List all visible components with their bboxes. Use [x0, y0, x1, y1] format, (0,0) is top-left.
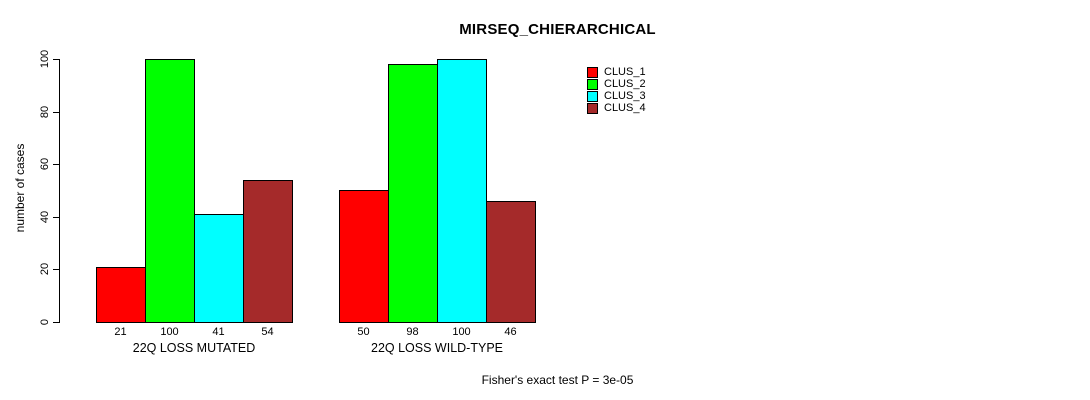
y-axis-line [59, 59, 60, 323]
legend-swatch-clus_4 [587, 102, 598, 114]
category-label: 22Q LOSS MUTATED [132, 341, 256, 355]
bar-clus_1-group1 [96, 267, 146, 323]
legend-item: CLUS_1 [587, 66, 646, 78]
bar-value-label: 98 [406, 326, 419, 338]
bar-value-label: 21 [114, 326, 127, 338]
bar-clus_3-group1 [194, 214, 244, 323]
bar-clus_1-group2 [339, 190, 389, 323]
bar-value-label: 50 [357, 326, 370, 338]
bar-value-label: 100 [160, 326, 179, 338]
bar-value-label: 54 [261, 326, 274, 338]
category-label: 22Q LOSS WILD-TYPE [371, 341, 503, 355]
bar-clus_3-group2 [437, 59, 487, 323]
bar-clus_4-group1 [243, 180, 293, 323]
y-axis-tick-label: 60 [39, 157, 51, 171]
y-axis-tick [53, 322, 59, 323]
legend: CLUS_1 CLUS_2 CLUS_3 CLUS_4 [587, 66, 646, 114]
legend-label: CLUS_3 [604, 90, 646, 102]
legend-swatch-clus_1 [587, 66, 598, 78]
legend-label: CLUS_4 [604, 102, 646, 114]
bar-value-label: 46 [504, 326, 517, 338]
legend-item: CLUS_2 [587, 78, 646, 90]
bar-value-label: 100 [452, 326, 471, 338]
fisher-test-annotation: Fisher's exact test P = 3e-05 [481, 373, 634, 387]
y-axis-tick [53, 59, 59, 60]
legend-label: CLUS_2 [604, 78, 646, 90]
bar-clus_2-group2 [388, 64, 438, 323]
legend-swatch-clus_2 [587, 78, 598, 90]
bar-clus_4-group2 [486, 201, 536, 323]
y-axis-tick-label: 40 [39, 210, 51, 224]
bar-clus_2-group1 [145, 59, 195, 323]
legend-item: CLUS_3 [587, 90, 646, 102]
legend-label: CLUS_1 [604, 66, 646, 78]
y-axis-tick-label: 80 [39, 105, 51, 119]
y-axis-tick [53, 112, 59, 113]
y-axis-label: number of cases [13, 143, 27, 233]
bar-value-label: 41 [212, 326, 225, 338]
legend-swatch-clus_3 [587, 90, 598, 102]
y-axis-tick [53, 164, 59, 165]
y-axis-tick-label: 100 [39, 49, 51, 69]
y-axis-tick-label: 0 [39, 318, 51, 326]
legend-item: CLUS_4 [587, 102, 646, 114]
y-axis-tick-label: 20 [39, 262, 51, 276]
y-axis-tick [53, 217, 59, 218]
y-axis-tick [53, 269, 59, 270]
chart-title: MIRSEQ_CHIERARCHICAL [459, 21, 656, 38]
